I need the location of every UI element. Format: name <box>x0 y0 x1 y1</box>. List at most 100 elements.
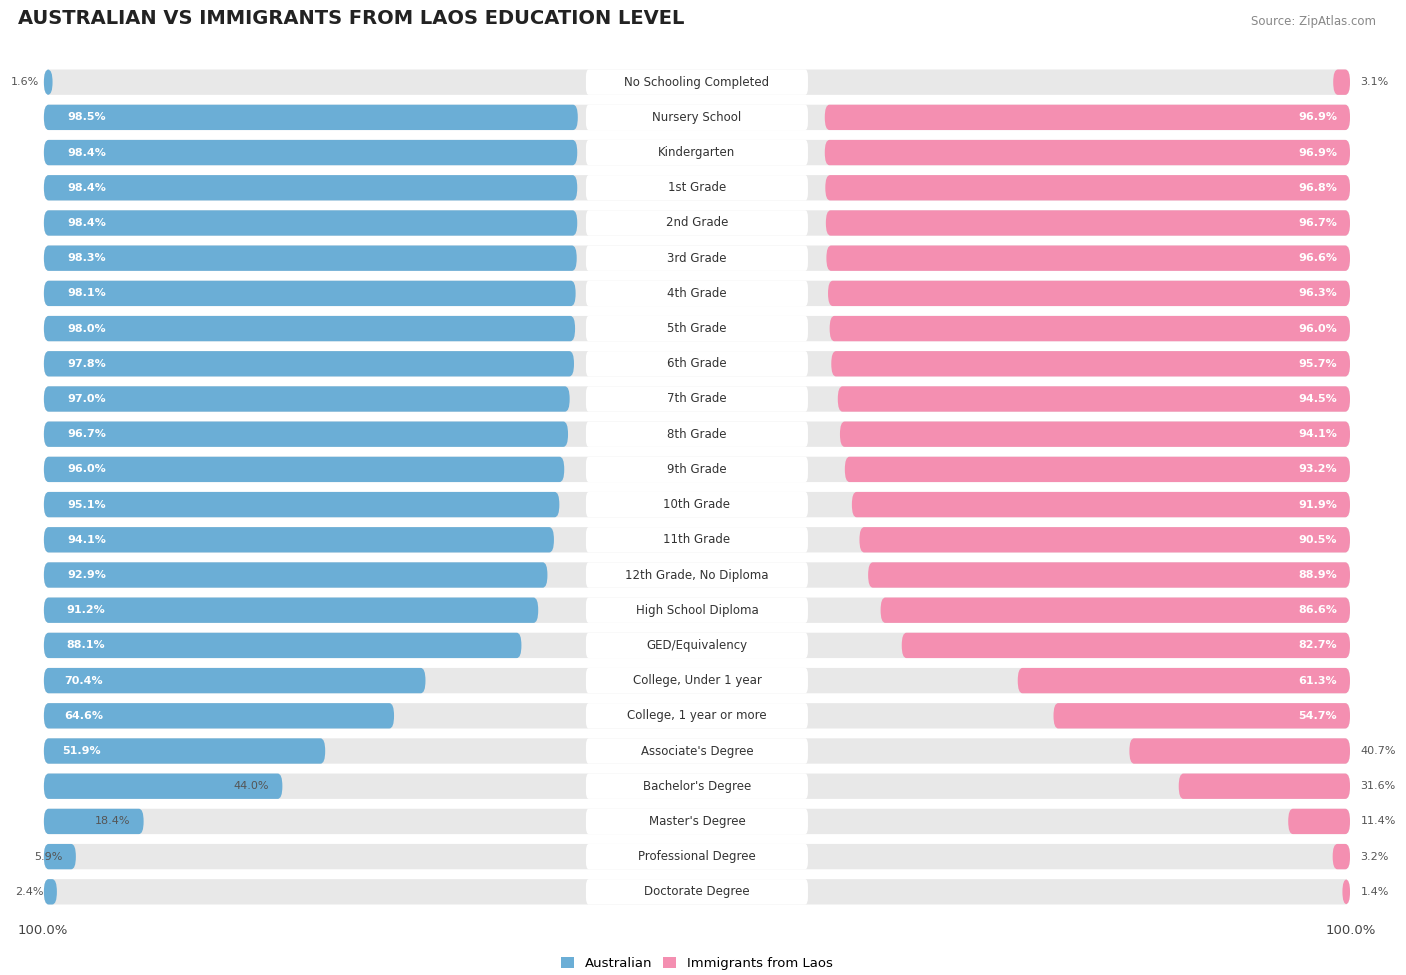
FancyBboxPatch shape <box>44 879 1350 905</box>
FancyBboxPatch shape <box>44 598 1350 623</box>
Text: Kindergarten: Kindergarten <box>658 146 735 159</box>
Text: 94.5%: 94.5% <box>1298 394 1337 404</box>
FancyBboxPatch shape <box>586 211 808 236</box>
FancyBboxPatch shape <box>44 668 426 693</box>
FancyBboxPatch shape <box>44 386 569 411</box>
FancyBboxPatch shape <box>586 738 808 763</box>
Text: 97.8%: 97.8% <box>67 359 107 369</box>
FancyBboxPatch shape <box>825 176 1350 201</box>
FancyBboxPatch shape <box>44 808 143 834</box>
Text: 98.4%: 98.4% <box>67 218 107 228</box>
FancyBboxPatch shape <box>830 316 1350 341</box>
FancyBboxPatch shape <box>901 633 1350 658</box>
Text: 6th Grade: 6th Grade <box>666 357 727 370</box>
FancyBboxPatch shape <box>44 598 538 623</box>
Legend: Australian, Immigrants from Laos: Australian, Immigrants from Laos <box>555 952 838 975</box>
FancyBboxPatch shape <box>828 281 1350 306</box>
Text: 98.3%: 98.3% <box>67 254 107 263</box>
FancyBboxPatch shape <box>586 563 808 588</box>
FancyBboxPatch shape <box>44 703 394 728</box>
FancyBboxPatch shape <box>44 69 1350 95</box>
FancyBboxPatch shape <box>825 104 1350 130</box>
FancyBboxPatch shape <box>44 738 1350 763</box>
Text: 18.4%: 18.4% <box>96 816 131 827</box>
FancyBboxPatch shape <box>868 563 1350 588</box>
FancyBboxPatch shape <box>586 773 808 799</box>
Text: 10th Grade: 10th Grade <box>664 498 731 511</box>
Text: 94.1%: 94.1% <box>67 535 105 545</box>
Text: Bachelor's Degree: Bachelor's Degree <box>643 780 751 793</box>
FancyBboxPatch shape <box>44 738 325 763</box>
FancyBboxPatch shape <box>44 246 576 271</box>
FancyBboxPatch shape <box>1053 703 1350 728</box>
FancyBboxPatch shape <box>44 563 1350 588</box>
Text: 31.6%: 31.6% <box>1361 781 1396 792</box>
Text: 8th Grade: 8th Grade <box>668 428 727 441</box>
Text: 98.5%: 98.5% <box>67 112 107 123</box>
FancyBboxPatch shape <box>586 808 808 834</box>
FancyBboxPatch shape <box>44 211 1350 236</box>
Text: 96.0%: 96.0% <box>1298 324 1337 333</box>
Text: 70.4%: 70.4% <box>65 676 103 685</box>
FancyBboxPatch shape <box>44 808 1350 834</box>
FancyBboxPatch shape <box>44 281 575 306</box>
Text: 90.5%: 90.5% <box>1299 535 1337 545</box>
FancyBboxPatch shape <box>44 703 1350 728</box>
Text: Doctorate Degree: Doctorate Degree <box>644 885 749 898</box>
Text: 11.4%: 11.4% <box>1361 816 1396 827</box>
Text: 1.6%: 1.6% <box>11 77 39 87</box>
Text: 91.2%: 91.2% <box>67 605 105 615</box>
FancyBboxPatch shape <box>44 668 1350 693</box>
Text: 93.2%: 93.2% <box>1298 464 1337 475</box>
FancyBboxPatch shape <box>586 176 808 201</box>
FancyBboxPatch shape <box>586 421 808 447</box>
Text: 98.4%: 98.4% <box>67 147 107 158</box>
FancyBboxPatch shape <box>586 246 808 271</box>
Text: 94.1%: 94.1% <box>1298 429 1337 439</box>
FancyBboxPatch shape <box>44 176 578 201</box>
FancyBboxPatch shape <box>44 527 554 553</box>
Text: 88.1%: 88.1% <box>66 641 105 650</box>
Text: 92.9%: 92.9% <box>67 570 105 580</box>
FancyBboxPatch shape <box>44 844 76 870</box>
Text: No Schooling Completed: No Schooling Completed <box>624 76 769 89</box>
Text: 98.0%: 98.0% <box>67 324 107 333</box>
Text: 40.7%: 40.7% <box>1361 746 1396 756</box>
Text: Master's Degree: Master's Degree <box>648 815 745 828</box>
FancyBboxPatch shape <box>586 386 808 411</box>
FancyBboxPatch shape <box>44 633 1350 658</box>
FancyBboxPatch shape <box>1333 844 1350 870</box>
FancyBboxPatch shape <box>44 281 1350 306</box>
Text: 9th Grade: 9th Grade <box>666 463 727 476</box>
Text: 95.7%: 95.7% <box>1298 359 1337 369</box>
Text: 5th Grade: 5th Grade <box>668 322 727 335</box>
FancyBboxPatch shape <box>586 456 808 482</box>
FancyBboxPatch shape <box>44 139 1350 165</box>
FancyBboxPatch shape <box>852 492 1350 518</box>
Text: GED/Equivalency: GED/Equivalency <box>647 639 748 652</box>
FancyBboxPatch shape <box>586 598 808 623</box>
FancyBboxPatch shape <box>44 246 1350 271</box>
Text: 95.1%: 95.1% <box>67 499 105 510</box>
Text: Associate's Degree: Associate's Degree <box>641 745 754 758</box>
FancyBboxPatch shape <box>586 633 808 658</box>
Text: 98.1%: 98.1% <box>67 289 107 298</box>
FancyBboxPatch shape <box>44 316 1350 341</box>
FancyBboxPatch shape <box>586 879 808 905</box>
FancyBboxPatch shape <box>44 386 1350 411</box>
Text: 82.7%: 82.7% <box>1298 641 1337 650</box>
FancyBboxPatch shape <box>1333 69 1350 95</box>
FancyBboxPatch shape <box>825 211 1350 236</box>
FancyBboxPatch shape <box>44 316 575 341</box>
FancyBboxPatch shape <box>44 421 568 447</box>
Text: Professional Degree: Professional Degree <box>638 850 756 863</box>
FancyBboxPatch shape <box>831 351 1350 376</box>
FancyBboxPatch shape <box>586 351 808 376</box>
Text: 88.9%: 88.9% <box>1298 570 1337 580</box>
Text: 2.4%: 2.4% <box>15 887 44 897</box>
Text: 96.8%: 96.8% <box>1298 182 1337 193</box>
FancyBboxPatch shape <box>44 492 1350 518</box>
Text: Source: ZipAtlas.com: Source: ZipAtlas.com <box>1251 15 1376 27</box>
Text: 91.9%: 91.9% <box>1298 499 1337 510</box>
FancyBboxPatch shape <box>880 598 1350 623</box>
